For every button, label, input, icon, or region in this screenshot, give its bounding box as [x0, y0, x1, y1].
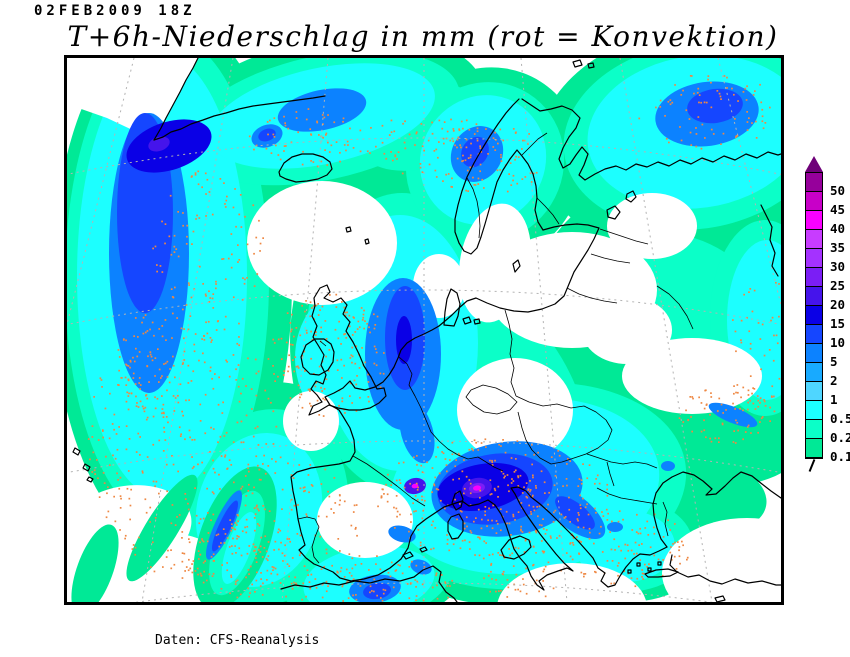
run-timestamp: 02FEB2009 18Z: [34, 3, 196, 19]
legend-segment: [806, 420, 822, 439]
legend-tick-label: 0.1: [830, 449, 850, 464]
legend-segment: [806, 325, 822, 344]
precipitation-accent-layer: [71, 466, 277, 602]
legend-segment: [806, 268, 822, 287]
legend-tick-label: 45: [830, 202, 846, 217]
legend-tick-label: 35: [830, 240, 846, 255]
legend-segment: [806, 230, 822, 249]
map-frame: [64, 55, 784, 605]
legend-tick-label: 5: [830, 354, 838, 369]
legend-tick-label: 2: [830, 373, 838, 388]
legend-segment: [806, 401, 822, 420]
precipitation-legend: 50 45 40 35 30 25 20 15 10 5 2 1 0.5 0.2 0.1: [804, 156, 850, 486]
legend-tick-label: 30: [830, 259, 846, 274]
legend-segment: [806, 344, 822, 363]
legend-tick-label: 20: [830, 297, 846, 312]
coastline-layer: [72, 58, 781, 602]
legend-tick-label: 0.2: [830, 430, 850, 445]
legend-tick-label: 40: [830, 221, 846, 236]
legend-segment: [806, 382, 822, 401]
legend-segment: [806, 211, 822, 230]
legend-tick-label: 1: [830, 392, 838, 407]
legend-segment: [806, 439, 822, 458]
legend-tick-label: 25: [830, 278, 846, 293]
convection-stipple-layer: [87, 75, 781, 602]
legend-arrow-cap: [805, 156, 823, 172]
legend-segment: [806, 173, 822, 192]
legend-tick-label: 10: [830, 335, 846, 350]
legend-colorbar: [805, 172, 823, 459]
legend-tick-label: 50: [830, 183, 846, 198]
legend-tick-label: 0.5: [830, 411, 850, 426]
footer-data-source: Daten: CFS-Reanalysis: [155, 633, 320, 648]
legend-segment: [806, 249, 822, 268]
map-canvas: [67, 58, 781, 602]
precipitation-core-layer: [109, 81, 759, 602]
map-title: T+6h-Niederschlag in mm (rot = Konvektio…: [67, 20, 779, 53]
legend-tail-tick: [808, 459, 816, 472]
legend-segment: [806, 363, 822, 382]
legend-segment: [806, 287, 822, 306]
legend-segment: [806, 192, 822, 211]
country-border-layer: [297, 132, 694, 564]
legend-tick-label: 15: [830, 316, 846, 331]
footer-credits: Daten: CFS-Reanalysis (C) Wetterzentrale…: [155, 603, 319, 657]
legend-segment: [806, 306, 822, 325]
